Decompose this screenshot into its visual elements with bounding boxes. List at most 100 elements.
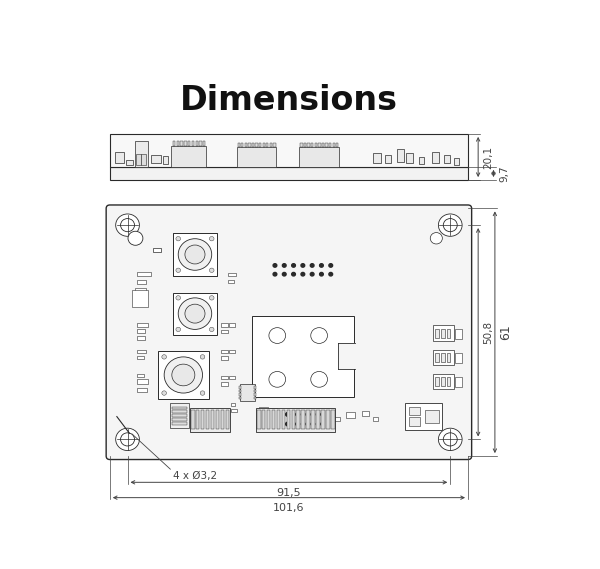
- Bar: [191, 410, 194, 429]
- Bar: [172, 146, 206, 167]
- Circle shape: [164, 357, 203, 393]
- Bar: [314, 143, 317, 147]
- Circle shape: [439, 428, 462, 451]
- Circle shape: [176, 296, 181, 300]
- Bar: [190, 408, 230, 432]
- Bar: [216, 410, 220, 429]
- Bar: [137, 356, 144, 359]
- Bar: [299, 410, 304, 414]
- Bar: [172, 410, 187, 413]
- Circle shape: [162, 391, 166, 395]
- Circle shape: [320, 273, 323, 276]
- Bar: [173, 142, 175, 146]
- Bar: [405, 403, 442, 430]
- Circle shape: [306, 413, 310, 416]
- Bar: [132, 290, 148, 307]
- Circle shape: [178, 239, 212, 270]
- Bar: [444, 155, 450, 163]
- Bar: [137, 272, 151, 277]
- Bar: [267, 410, 271, 429]
- Bar: [282, 415, 287, 419]
- Bar: [115, 152, 124, 163]
- FancyBboxPatch shape: [106, 205, 472, 460]
- Bar: [152, 248, 161, 252]
- Bar: [221, 349, 227, 353]
- Circle shape: [185, 304, 205, 323]
- Text: 20,1: 20,1: [484, 146, 494, 168]
- Circle shape: [286, 422, 289, 426]
- Circle shape: [172, 364, 195, 386]
- Bar: [245, 143, 247, 147]
- Bar: [373, 417, 378, 421]
- Bar: [325, 143, 328, 147]
- Bar: [318, 143, 320, 147]
- Circle shape: [306, 422, 310, 426]
- Bar: [446, 377, 450, 386]
- Bar: [170, 403, 189, 427]
- Bar: [231, 409, 237, 412]
- Bar: [256, 143, 258, 147]
- Circle shape: [311, 328, 328, 344]
- Bar: [137, 380, 148, 384]
- Text: 50,8: 50,8: [483, 321, 493, 344]
- Circle shape: [116, 214, 139, 236]
- Bar: [433, 325, 454, 341]
- Circle shape: [320, 263, 323, 267]
- Bar: [406, 153, 413, 163]
- Circle shape: [283, 273, 286, 276]
- Bar: [301, 410, 305, 429]
- Bar: [277, 410, 280, 429]
- Bar: [201, 410, 205, 429]
- Circle shape: [200, 391, 205, 395]
- Bar: [259, 407, 268, 412]
- Bar: [441, 377, 445, 386]
- Bar: [229, 376, 235, 380]
- Bar: [137, 329, 145, 333]
- Bar: [307, 410, 310, 429]
- Bar: [134, 141, 148, 167]
- Bar: [333, 417, 340, 421]
- Circle shape: [296, 413, 299, 416]
- Bar: [329, 143, 331, 147]
- Bar: [181, 142, 183, 146]
- Circle shape: [301, 273, 305, 276]
- Bar: [316, 410, 320, 429]
- Bar: [137, 336, 145, 340]
- Bar: [321, 410, 325, 429]
- Bar: [385, 155, 391, 163]
- Bar: [188, 142, 190, 146]
- Circle shape: [176, 268, 181, 273]
- Circle shape: [273, 263, 277, 267]
- Bar: [231, 403, 235, 406]
- Bar: [172, 418, 187, 421]
- Circle shape: [269, 328, 286, 344]
- Circle shape: [296, 422, 299, 426]
- Bar: [292, 410, 295, 429]
- Bar: [151, 155, 161, 163]
- Text: 101,6: 101,6: [273, 503, 305, 513]
- Circle shape: [310, 273, 314, 276]
- Bar: [362, 411, 370, 416]
- Bar: [257, 410, 260, 429]
- Circle shape: [301, 263, 305, 267]
- Bar: [324, 411, 332, 417]
- Bar: [192, 142, 194, 146]
- Circle shape: [178, 298, 212, 329]
- Bar: [262, 410, 265, 429]
- Circle shape: [273, 273, 277, 276]
- Bar: [254, 390, 256, 392]
- Bar: [221, 330, 227, 333]
- Bar: [248, 143, 251, 147]
- Bar: [436, 353, 439, 362]
- Circle shape: [430, 233, 442, 244]
- Bar: [289, 410, 297, 414]
- Bar: [436, 377, 439, 386]
- Circle shape: [292, 263, 295, 267]
- Bar: [142, 154, 146, 164]
- Bar: [173, 292, 217, 335]
- Bar: [172, 414, 187, 417]
- Bar: [172, 422, 187, 425]
- Bar: [270, 408, 277, 412]
- Bar: [252, 316, 354, 397]
- Bar: [274, 143, 275, 147]
